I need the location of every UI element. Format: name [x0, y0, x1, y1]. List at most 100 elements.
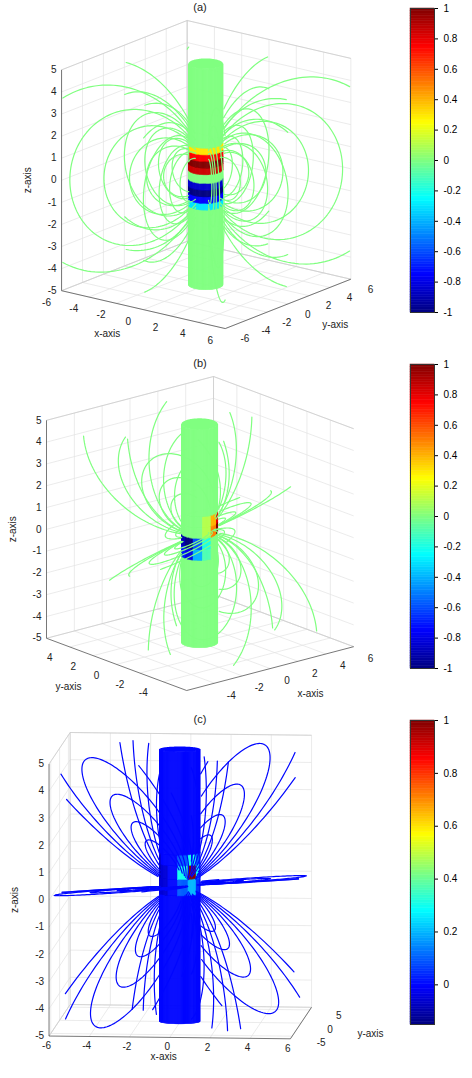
- svg-text:5: 5: [38, 758, 44, 769]
- svg-text:x-axis: x-axis: [297, 688, 323, 699]
- svg-text:x-axis: x-axis: [94, 328, 120, 339]
- svg-text:5: 5: [36, 415, 42, 426]
- svg-text:0: 0: [444, 511, 450, 522]
- svg-text:0: 0: [51, 174, 57, 185]
- svg-text:1: 1: [444, 3, 450, 14]
- svg-text:-4: -4: [227, 690, 236, 701]
- svg-text:-6: -6: [42, 1040, 51, 1051]
- svg-text:4: 4: [245, 1042, 251, 1053]
- svg-text:0.6: 0.6: [444, 420, 458, 431]
- svg-text:-2: -2: [97, 309, 106, 320]
- svg-text:6: 6: [207, 335, 213, 346]
- svg-text:-0.6: -0.6: [444, 246, 462, 257]
- svg-text:0.4: 0.4: [444, 450, 458, 461]
- svg-text:-3: -3: [35, 976, 44, 987]
- svg-text:2: 2: [36, 480, 42, 491]
- svg-text:0: 0: [444, 979, 450, 990]
- svg-text:0.6: 0.6: [444, 64, 458, 75]
- svg-text:2: 2: [70, 661, 76, 672]
- svg-text:z-axis: z-axis: [9, 887, 20, 913]
- svg-text:-6: -6: [42, 297, 51, 308]
- svg-text:0.4: 0.4: [444, 94, 458, 105]
- svg-text:-6: -6: [240, 333, 249, 344]
- svg-text:0: 0: [444, 155, 450, 166]
- svg-text:y-axis: y-axis: [322, 319, 348, 330]
- svg-text:1: 1: [444, 715, 450, 726]
- svg-text:1: 1: [444, 359, 450, 370]
- svg-text:4: 4: [36, 436, 42, 447]
- svg-text:-5: -5: [317, 1037, 326, 1048]
- svg-text:2: 2: [205, 1042, 211, 1053]
- svg-text:2: 2: [38, 840, 44, 851]
- svg-text:5: 5: [336, 1010, 342, 1021]
- svg-text:-4: -4: [48, 263, 57, 274]
- svg-text:y-axis: y-axis: [55, 681, 81, 692]
- svg-text:0: 0: [284, 675, 290, 686]
- svg-text:0: 0: [305, 309, 311, 320]
- svg-text:-2: -2: [123, 1041, 132, 1052]
- svg-text:4: 4: [340, 660, 346, 671]
- svg-text:y-axis: y-axis: [357, 1028, 383, 1039]
- svg-text:2: 2: [312, 668, 318, 679]
- svg-text:-0.4: -0.4: [444, 216, 462, 227]
- svg-text:-4: -4: [69, 303, 78, 314]
- svg-text:-0.8: -0.8: [444, 632, 462, 643]
- svg-text:1: 1: [36, 502, 42, 513]
- svg-text:0: 0: [94, 670, 100, 681]
- svg-text:-0.8: -0.8: [444, 276, 462, 287]
- svg-text:-0.2: -0.2: [444, 541, 462, 552]
- svg-text:-0.4: -0.4: [444, 572, 462, 583]
- svg-text:0.8: 0.8: [444, 389, 458, 400]
- svg-text:-3: -3: [33, 589, 42, 600]
- svg-text:6: 6: [368, 284, 374, 295]
- svg-text:-5: -5: [33, 632, 42, 643]
- svg-text:-4: -4: [261, 325, 270, 336]
- svg-text:6: 6: [368, 653, 374, 664]
- svg-text:-4: -4: [82, 1040, 91, 1051]
- svg-text:-4: -4: [33, 611, 42, 622]
- svg-text:6: 6: [285, 1043, 291, 1054]
- svg-text:-2: -2: [255, 682, 264, 693]
- svg-text:-1: -1: [33, 545, 42, 556]
- svg-text:-2: -2: [35, 949, 44, 960]
- svg-text:z-axis: z-axis: [7, 516, 18, 542]
- svg-text:-5: -5: [35, 1030, 44, 1041]
- svg-text:z-axis: z-axis: [22, 167, 33, 193]
- svg-text:0: 0: [36, 523, 42, 534]
- svg-text:0: 0: [126, 316, 132, 327]
- svg-text:0.8: 0.8: [444, 33, 458, 44]
- svg-text:0.2: 0.2: [444, 480, 458, 491]
- svg-text:1: 1: [51, 152, 57, 163]
- svg-text:3: 3: [51, 108, 57, 119]
- svg-text:-5: -5: [48, 285, 57, 296]
- svg-text:0: 0: [38, 894, 44, 905]
- svg-text:x-axis: x-axis: [151, 1051, 177, 1062]
- svg-text:4: 4: [51, 86, 57, 97]
- svg-text:-1: -1: [35, 921, 44, 932]
- svg-text:4: 4: [180, 328, 186, 339]
- svg-text:2: 2: [51, 130, 57, 141]
- svg-text:5: 5: [51, 64, 57, 75]
- svg-text:1: 1: [38, 867, 44, 878]
- svg-text:3: 3: [36, 458, 42, 469]
- svg-text:0.6: 0.6: [444, 820, 458, 831]
- svg-text:4: 4: [347, 292, 353, 303]
- svg-text:2: 2: [326, 300, 332, 311]
- svg-text:-1: -1: [444, 663, 453, 674]
- svg-text:4: 4: [38, 785, 44, 796]
- svg-text:3: 3: [38, 813, 44, 824]
- svg-text:-1: -1: [48, 197, 57, 208]
- svg-text:-2: -2: [33, 567, 42, 578]
- svg-text:4: 4: [47, 652, 53, 663]
- svg-text:-2: -2: [115, 679, 124, 690]
- svg-text:-0.6: -0.6: [444, 602, 462, 613]
- svg-text:0.2: 0.2: [444, 926, 458, 937]
- svg-text:-0.2: -0.2: [444, 185, 462, 196]
- svg-text:-1: -1: [444, 307, 453, 318]
- svg-text:0: 0: [327, 1024, 333, 1035]
- svg-text:-4: -4: [139, 687, 148, 698]
- svg-text:0.4: 0.4: [444, 873, 458, 884]
- svg-text:0.2: 0.2: [444, 124, 458, 135]
- svg-text:-2: -2: [282, 317, 291, 328]
- svg-text:0.8: 0.8: [444, 768, 458, 779]
